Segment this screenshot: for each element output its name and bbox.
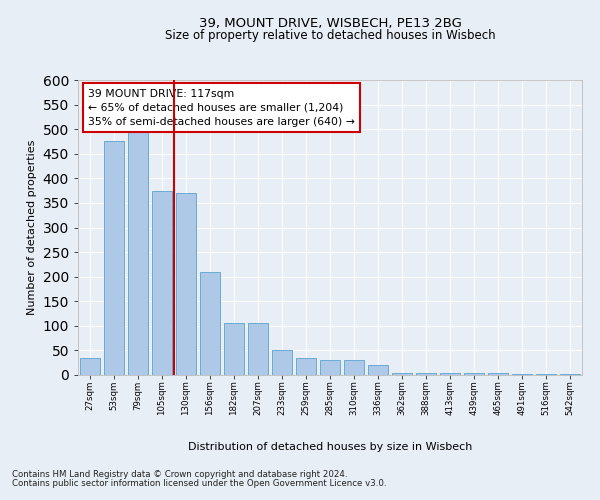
Text: 39, MOUNT DRIVE, WISBECH, PE13 2BG: 39, MOUNT DRIVE, WISBECH, PE13 2BG [199,18,461,30]
Text: Contains public sector information licensed under the Open Government Licence v3: Contains public sector information licen… [12,479,386,488]
Bar [536,374,556,375]
Bar [200,272,220,375]
Bar [224,324,244,375]
Bar [368,365,388,375]
Y-axis label: Number of detached properties: Number of detached properties [27,140,37,315]
Bar [320,360,340,375]
Bar [272,350,292,375]
Bar [128,124,148,375]
Bar [104,142,124,375]
Bar [512,374,532,375]
Bar [392,372,412,375]
Text: Distribution of detached houses by size in Wisbech: Distribution of detached houses by size … [188,442,472,452]
Bar [176,193,196,375]
Bar [248,324,268,375]
Bar [80,358,100,375]
Bar [416,372,436,375]
Bar [152,190,172,375]
Bar [296,358,316,375]
Bar [488,372,508,375]
Bar [344,360,364,375]
Bar [560,374,580,375]
Bar [440,372,460,375]
Text: 39 MOUNT DRIVE: 117sqm
← 65% of detached houses are smaller (1,204)
35% of semi-: 39 MOUNT DRIVE: 117sqm ← 65% of detached… [88,89,355,127]
Text: Size of property relative to detached houses in Wisbech: Size of property relative to detached ho… [164,29,496,42]
Text: Contains HM Land Registry data © Crown copyright and database right 2024.: Contains HM Land Registry data © Crown c… [12,470,347,479]
Bar [464,372,484,375]
